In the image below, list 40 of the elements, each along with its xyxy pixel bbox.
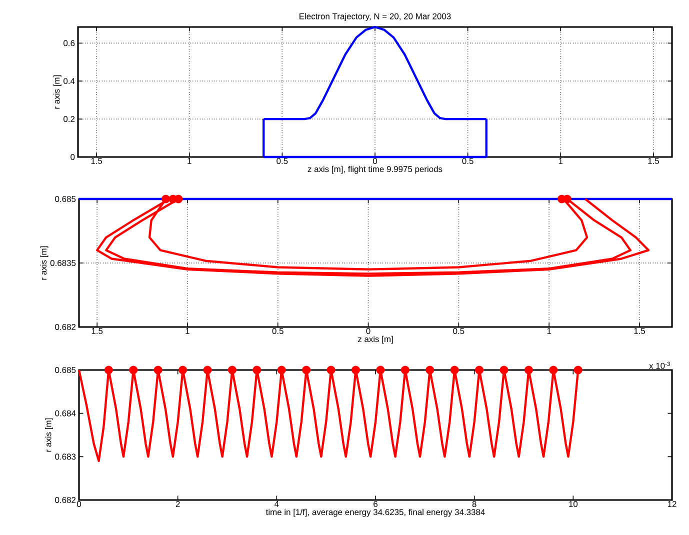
x-tick-label: 1 bbox=[547, 328, 552, 334]
y-tick-label: 0.4 bbox=[64, 78, 75, 84]
y-axis-title: r axis [m] bbox=[45, 418, 53, 452]
y-tick-label: 0.685 bbox=[55, 196, 76, 202]
x-axis-title: z axis [m] bbox=[358, 336, 393, 344]
x-tick-label: 0 bbox=[366, 328, 370, 334]
x-tick-label: 2 bbox=[176, 501, 180, 507]
x-tick-label: 10 bbox=[569, 501, 578, 508]
x-tick-label: 1.5 bbox=[634, 328, 646, 334]
y-tick-label: 0 bbox=[70, 154, 75, 160]
y-tick-label: 0.6835 bbox=[50, 260, 76, 266]
x-tick-label: 0.5 bbox=[272, 328, 284, 334]
x-axis-title: z axis [m], flight time 9.9975 periods bbox=[308, 166, 442, 174]
x-tick-label: 0.5 bbox=[462, 158, 474, 164]
y-axis-title: r axis [m] bbox=[40, 246, 48, 280]
y-tick-label: 0.684 bbox=[55, 410, 76, 416]
x-tick-label: 4 bbox=[274, 501, 279, 507]
x-tick-label: 1.5 bbox=[91, 158, 102, 164]
x-tick-label: 0 bbox=[76, 501, 82, 508]
x-tick-label: 8 bbox=[472, 501, 476, 508]
x-tick-label: 0.5 bbox=[453, 328, 464, 334]
chart-title: Electron Trajectory, N = 20, 20 Mar 2003 bbox=[300, 13, 451, 21]
y-tick-label: 0.6 bbox=[64, 40, 75, 46]
x-tick-label: 6 bbox=[374, 501, 378, 508]
x-tick-label: 1.5 bbox=[92, 328, 103, 334]
y-tick-label: 0.685 bbox=[55, 367, 76, 373]
y-tick-label: 0.682 bbox=[55, 324, 76, 330]
x-tick-label: 1 bbox=[558, 158, 563, 164]
x-tick-label: 0 bbox=[372, 158, 378, 164]
x-tick-label: 1 bbox=[188, 158, 192, 164]
x-tick-label: 1.5 bbox=[648, 158, 659, 164]
x-tick-label: 1 bbox=[186, 328, 190, 334]
text: x 10$^{-3}$ bbox=[649, 362, 670, 369]
x-tick-label: 12 bbox=[668, 501, 676, 507]
y-tick-label: 0.683 bbox=[55, 454, 76, 460]
y-tick-label: 0.2 bbox=[64, 116, 75, 122]
x-axis-title: time in [1/f], average energy 34.6235, final energy 34.3384 bbox=[266, 508, 485, 517]
y-tick-label: 0.682 bbox=[55, 497, 76, 503]
x-tick-label: 0.5 bbox=[276, 158, 288, 164]
y-axis-title: r axis [m] bbox=[53, 75, 62, 109]
